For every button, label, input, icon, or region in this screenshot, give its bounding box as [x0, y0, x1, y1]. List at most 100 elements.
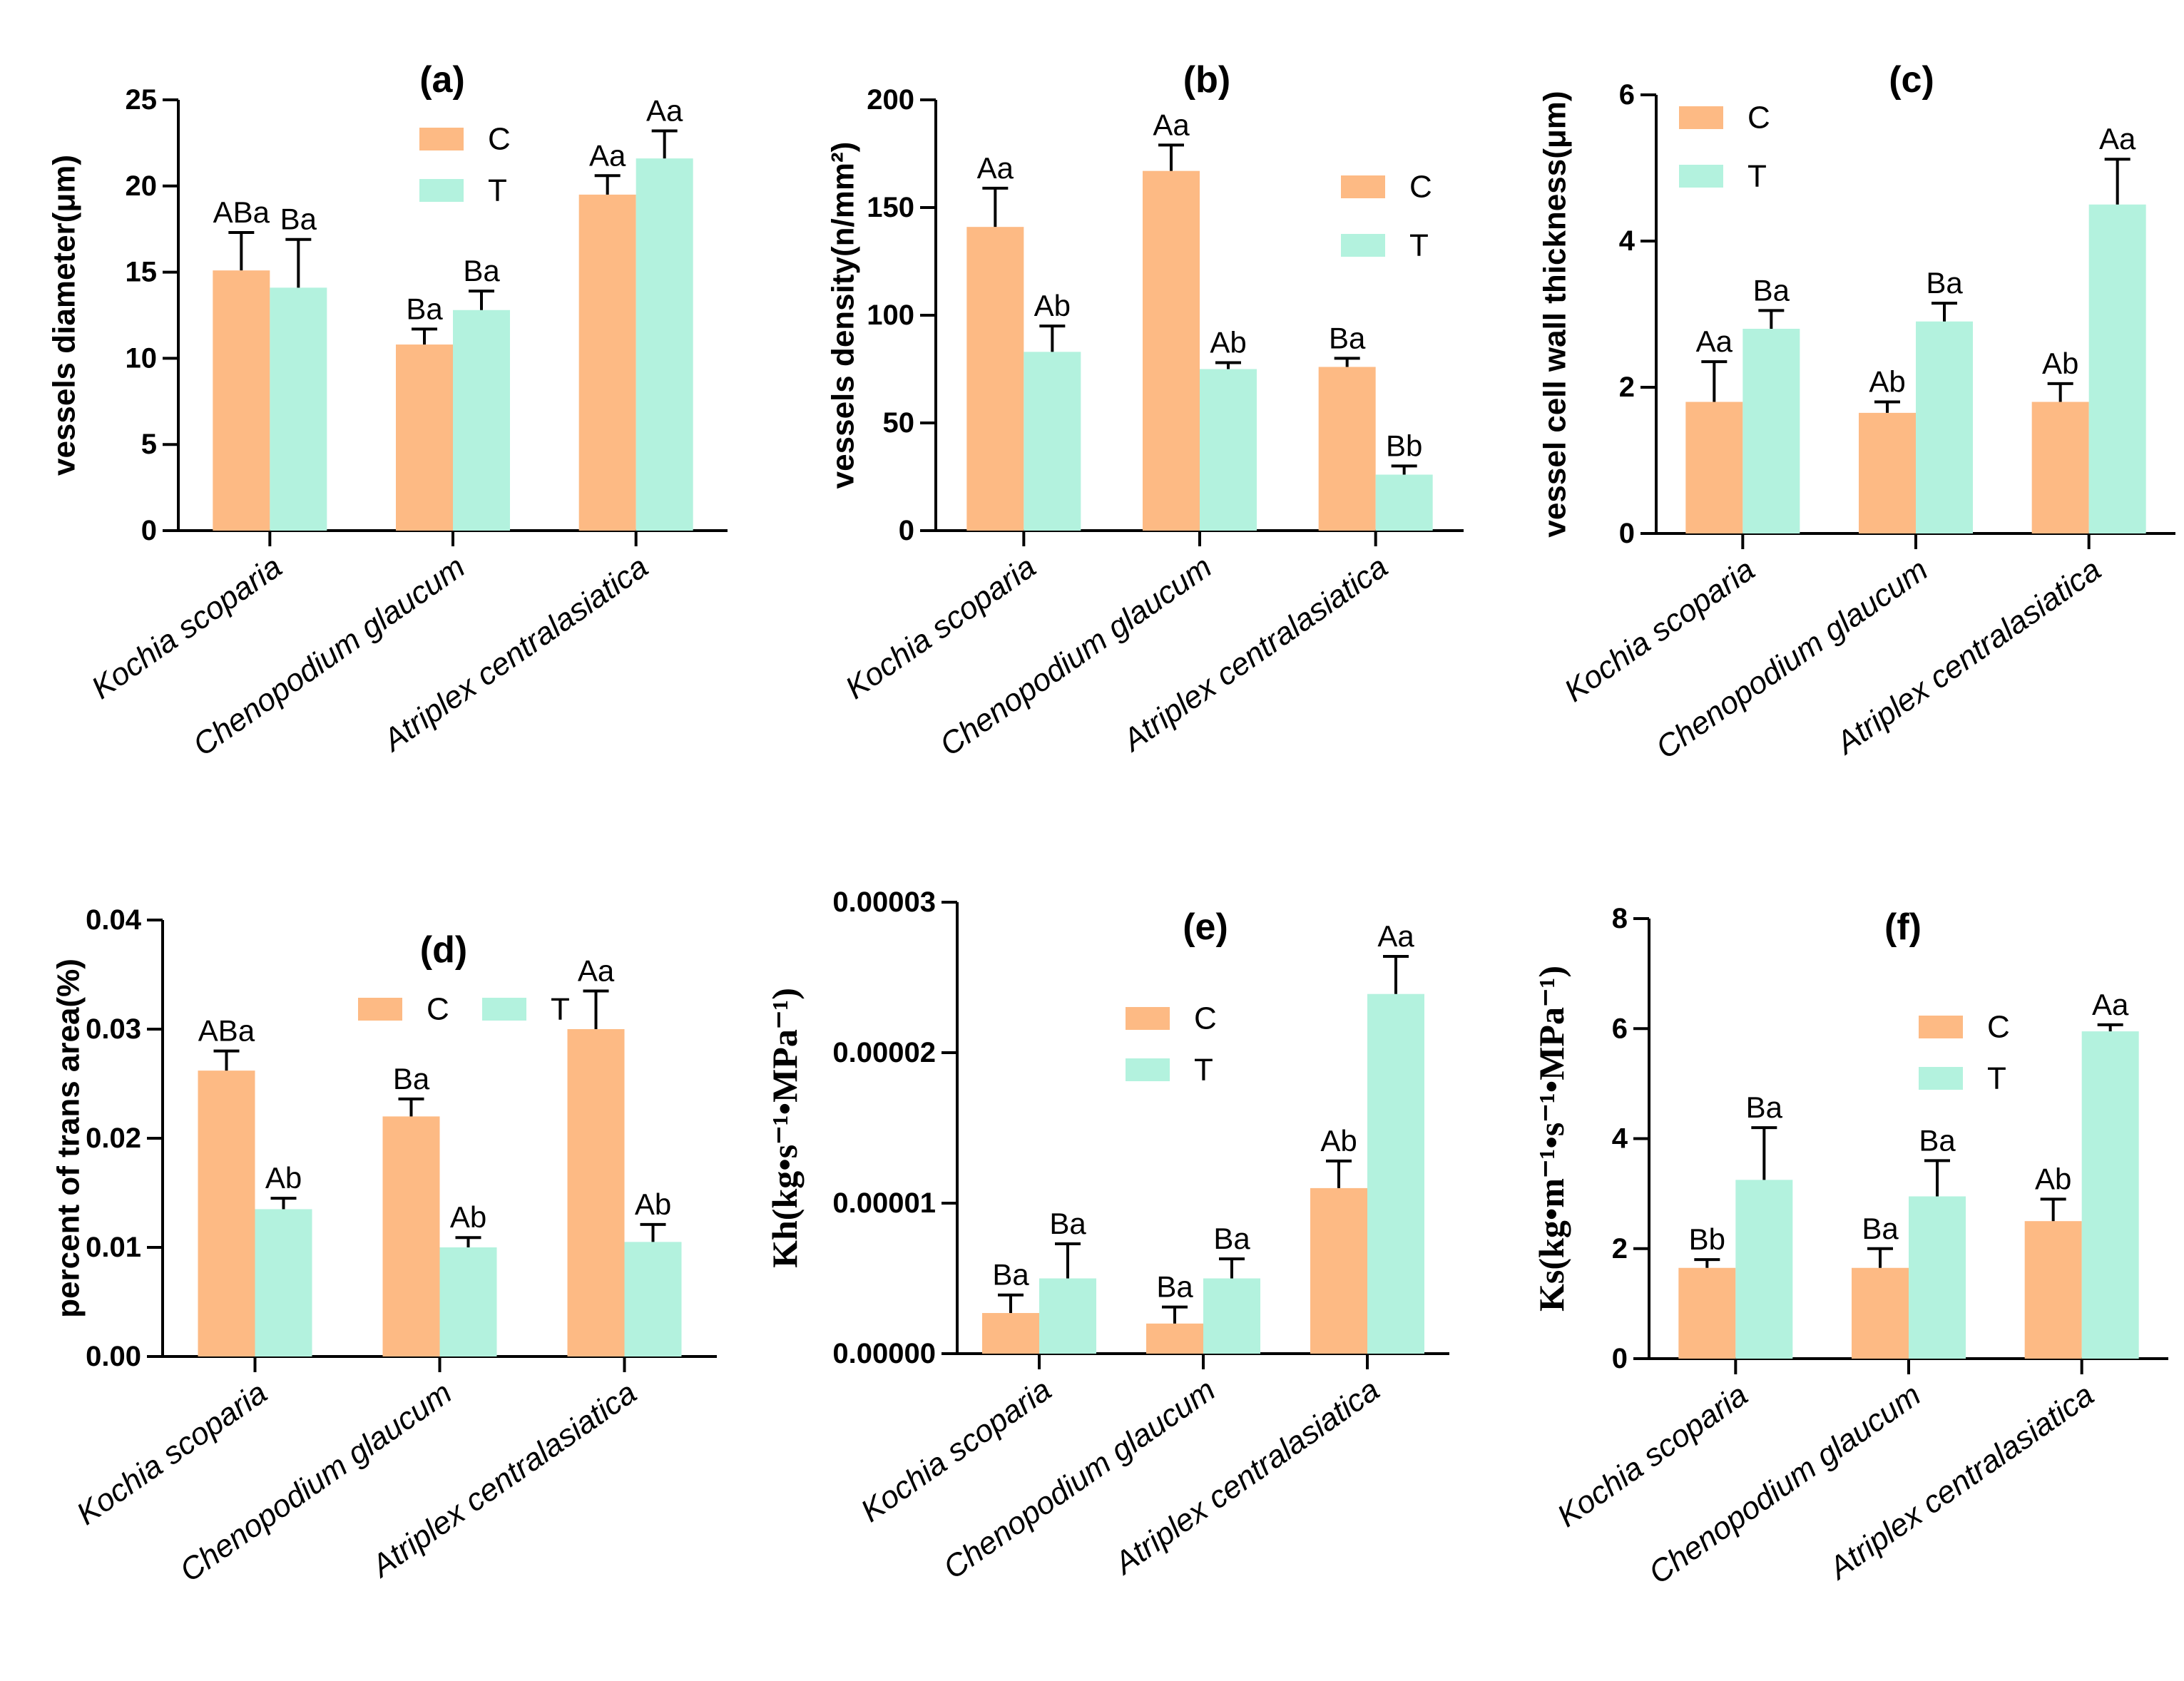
bar-C-2	[1318, 367, 1376, 531]
legend-swatch-T	[1679, 165, 1723, 188]
significance-label: Aa	[1696, 325, 1733, 358]
bar-T-2	[636, 158, 693, 531]
significance-label: Ba	[1919, 1123, 1956, 1157]
bar-T-1	[439, 1247, 497, 1356]
panel-title: (b)	[1183, 59, 1230, 101]
legend-label-T: T	[1747, 159, 1767, 194]
y-tick-label: 6	[1612, 1013, 1628, 1044]
significance-label: Ba	[1049, 1207, 1086, 1240]
bar-C-0	[198, 1071, 255, 1356]
bar-T-2	[2088, 204, 2146, 533]
panel-title: (e)	[1183, 906, 1228, 948]
significance-label: Ab	[1034, 289, 1071, 322]
significance-label: Aa	[2092, 988, 2129, 1021]
y-tick-label: 50	[883, 407, 915, 439]
bar-T-0	[1742, 329, 1800, 533]
legend-label-T: T	[1409, 228, 1429, 263]
y-axis-title: Ks(kg•m⁻¹•s⁻¹•MPa⁻¹)	[1531, 966, 1571, 1312]
x-category-label: Atriplex centralasiatica	[1107, 1372, 1386, 1582]
legend-label-C: C	[1747, 101, 1770, 136]
y-tick-label: 4	[1612, 1123, 1628, 1155]
y-tick-label: 4	[1619, 225, 1636, 257]
significance-label: Ba	[406, 292, 443, 325]
legend-label-T: T	[488, 173, 507, 208]
bar-T-0	[1039, 1278, 1096, 1354]
legend-swatch-T	[1126, 1058, 1170, 1081]
significance-label: Ab	[265, 1161, 302, 1195]
y-tick-label: 0.04	[86, 904, 142, 936]
significance-label: Ba	[280, 203, 317, 236]
y-tick-label: 0	[141, 515, 157, 546]
bar-C-1	[1146, 1323, 1203, 1354]
significance-label: ABa	[198, 1014, 255, 1048]
legend-swatch-C	[1919, 1016, 1963, 1038]
panel-title: (d)	[420, 929, 467, 971]
bar-T-1	[1200, 369, 1257, 531]
legend-label-C: C	[427, 992, 449, 1027]
y-tick-label: 0	[1619, 518, 1635, 549]
legend: CT	[419, 122, 511, 208]
bar-T-0	[1735, 1180, 1793, 1359]
legend-label-T: T	[1194, 1053, 1213, 1088]
bar-C-2	[1310, 1187, 1367, 1354]
y-tick-label: 0.01	[86, 1232, 141, 1263]
legend-swatch-T	[1919, 1067, 1963, 1090]
y-axis-title: vessels density(n/mm²)	[826, 142, 861, 489]
significance-label: Bb	[1689, 1222, 1725, 1256]
significance-label: Ba	[1753, 273, 1790, 307]
significance-label: Ba	[1746, 1090, 1783, 1124]
y-tick-label: 25	[126, 84, 158, 116]
bar-T-2	[1375, 474, 1433, 531]
significance-label: Ba	[1926, 266, 1963, 300]
y-axis-title: vessel cell wall thickness(μm)	[1538, 91, 1573, 537]
y-tick-label: 0.02	[86, 1123, 141, 1154]
panel-a: (a) 0 5 10 15 20 25 vessels diameter(μm) Kochia …	[47, 59, 728, 763]
bar-C-1	[1143, 170, 1200, 531]
significance-label: Ba	[463, 254, 500, 287]
legend-label-C: C	[1987, 1010, 2010, 1045]
bar-T-1	[1916, 321, 1973, 533]
significance-label: Aa	[578, 954, 615, 987]
bar-C-0	[213, 270, 270, 531]
y-tick-label: 0	[899, 515, 914, 546]
significance-label: Ba	[992, 1258, 1029, 1292]
y-tick-label: 0.00002	[832, 1037, 936, 1068]
significance-label: Ab	[2035, 1162, 2071, 1195]
legend-label-C: C	[1194, 1001, 1217, 1036]
legend-swatch-C	[1341, 175, 1385, 198]
legend-label-C: C	[1409, 170, 1432, 205]
y-axis-title: vessels diameter(μm)	[47, 155, 82, 476]
bar-C-2	[2024, 1221, 2082, 1359]
significance-label: Ba	[1329, 321, 1366, 354]
significance-label: Aa	[2099, 122, 2136, 155]
legend-swatch-C	[358, 998, 402, 1021]
legend-swatch-C	[419, 128, 464, 150]
legend-label-T: T	[551, 992, 570, 1027]
significance-label: Ab	[1210, 325, 1246, 359]
legend-swatch-T	[419, 179, 464, 202]
bar-C-2	[567, 1029, 625, 1356]
legend-label-C: C	[488, 122, 511, 157]
significance-label: Ab	[1320, 1124, 1357, 1158]
bar-C-1	[382, 1116, 440, 1356]
significance-label: Aa	[1377, 919, 1414, 953]
x-category-label: Chenopodium glaucum	[937, 1372, 1222, 1586]
significance-label: Ab	[2042, 347, 2078, 380]
panel-e: (e) 0.00000 0.00001 0.00002 0.00003 Kh(kg•s⁻¹…	[765, 887, 1449, 1586]
y-tick-label: 150	[867, 192, 914, 223]
bar-T-1	[1203, 1278, 1260, 1354]
bar-T-1	[453, 310, 510, 531]
bar-C-0	[966, 227, 1024, 531]
x-category-label: Chenopodium glaucum	[1643, 1377, 1927, 1591]
y-tick-label: 8	[1612, 903, 1628, 934]
panel-title: (a)	[419, 59, 465, 101]
y-tick-label: 5	[141, 429, 157, 460]
y-tick-label: 15	[126, 257, 158, 288]
bar-T-2	[1367, 993, 1424, 1354]
y-tick-label: 0.00001	[832, 1187, 936, 1219]
bar-C-1	[1852, 1267, 1909, 1359]
y-tick-label: 100	[867, 300, 914, 331]
